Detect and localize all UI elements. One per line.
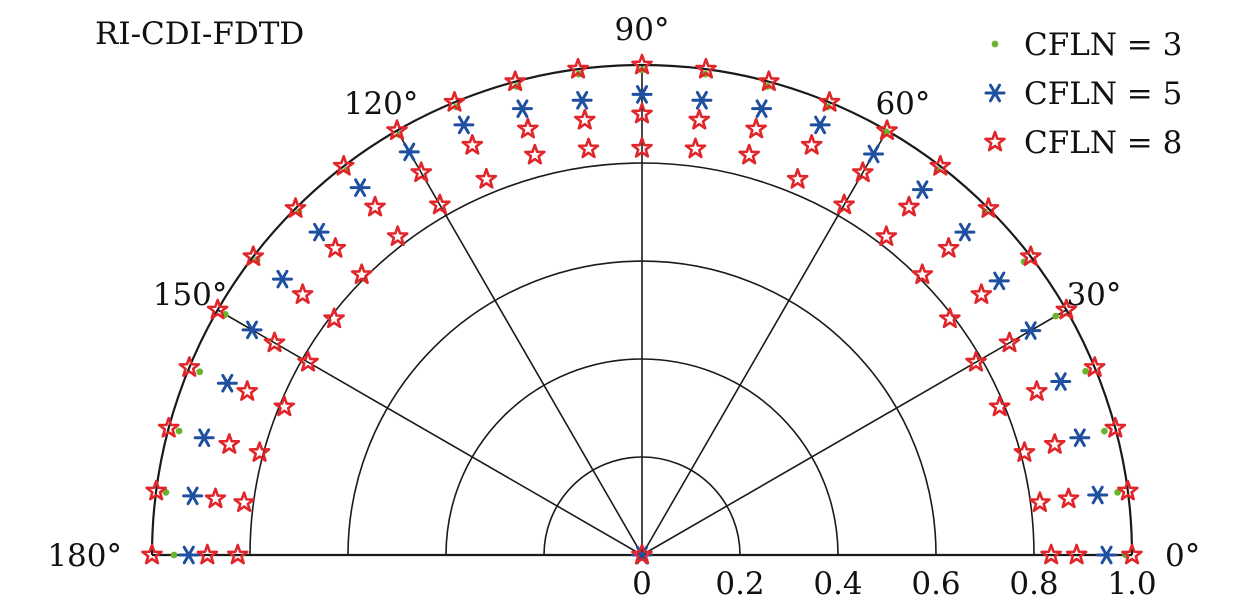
chart-title: RI-CDI-FDTD bbox=[95, 16, 304, 52]
r-tick-label: 0.8 bbox=[1009, 566, 1058, 602]
r-tick-label: 0 bbox=[632, 566, 652, 602]
data-point-asterisk bbox=[751, 99, 773, 118]
data-point-asterisk bbox=[193, 428, 215, 447]
data-point-star bbox=[911, 263, 934, 285]
data-point-dot bbox=[170, 551, 178, 559]
data-point-star bbox=[898, 195, 920, 217]
data-point-star bbox=[386, 225, 409, 247]
data-point-star bbox=[745, 117, 767, 139]
data-point-asterisk bbox=[216, 373, 238, 393]
data-point-star bbox=[875, 225, 898, 247]
r-tick-label: 1.0 bbox=[1107, 566, 1156, 602]
r-tick-label: 0.2 bbox=[715, 566, 764, 602]
legend: CFLN = 3 CFLN = 5 CFLN = 8 bbox=[984, 27, 1182, 161]
data-point-star bbox=[350, 263, 373, 285]
legend-marker-asterisk bbox=[984, 83, 1006, 103]
grid-spoke bbox=[217, 309, 643, 556]
data-point-star bbox=[524, 143, 546, 165]
grid-spoke bbox=[396, 130, 643, 556]
data-point-star bbox=[684, 137, 707, 159]
data-point-star bbox=[1029, 491, 1051, 513]
legend-entry-cfln-5: CFLN = 5 bbox=[984, 76, 1182, 112]
grid-spoke bbox=[641, 309, 1067, 556]
data-point-asterisk bbox=[453, 115, 475, 135]
data-point-star bbox=[998, 331, 1021, 353]
data-point-asterisk bbox=[1096, 545, 1118, 565]
data-point-star bbox=[475, 167, 498, 189]
data-point-dot bbox=[1101, 427, 1108, 435]
data-point-asterisk bbox=[182, 486, 204, 506]
data-point-asterisk bbox=[863, 144, 885, 164]
data-point-star bbox=[1043, 433, 1066, 454]
data-point-star bbox=[364, 195, 386, 217]
theta-tick-label: 120° bbox=[344, 86, 419, 122]
r-tick-label: 0.4 bbox=[813, 566, 862, 602]
theta-tick-label: 90° bbox=[615, 12, 670, 48]
data-point-star bbox=[577, 137, 600, 159]
data-point-star bbox=[263, 331, 286, 353]
data-point-asterisk bbox=[954, 222, 976, 242]
data-point-star bbox=[939, 307, 961, 329]
data-point-star bbox=[800, 134, 823, 155]
data-point-asterisk bbox=[911, 180, 933, 199]
data-point-star bbox=[937, 237, 960, 258]
theta-tick-label: 30° bbox=[1066, 277, 1121, 313]
data-point-star bbox=[573, 108, 596, 130]
theta-tick-label: 60° bbox=[875, 86, 930, 122]
legend-label: CFLN = 5 bbox=[1024, 76, 1182, 112]
r-tick-labels: 0 0.2 0.4 0.6 0.8 1.0 bbox=[632, 566, 1157, 602]
data-point-star bbox=[738, 143, 760, 165]
data-point-asterisk bbox=[511, 99, 533, 118]
data-point-star bbox=[323, 307, 345, 329]
data-point-asterisk bbox=[241, 320, 263, 340]
theta-tick-label: 150° bbox=[153, 277, 228, 313]
data-point-asterisk bbox=[178, 545, 200, 565]
legend-entry-cfln-8: CFLN = 8 bbox=[984, 125, 1182, 161]
data-point-star bbox=[461, 134, 484, 155]
data-point-asterisk bbox=[398, 142, 420, 162]
legend-label: CFLN = 8 bbox=[1024, 125, 1182, 161]
data-point-star bbox=[324, 237, 347, 258]
data-point-star bbox=[291, 283, 314, 304]
data-point-asterisk bbox=[1050, 372, 1072, 391]
data-point-star bbox=[218, 433, 241, 454]
legend-marker-star bbox=[984, 130, 1006, 152]
data-point-star bbox=[297, 350, 319, 372]
data-point-dot bbox=[196, 368, 204, 376]
grid-spoke bbox=[641, 130, 888, 556]
data-point-dot bbox=[1082, 367, 1090, 375]
legend-marker-dot bbox=[991, 40, 999, 48]
data-point-star bbox=[1057, 487, 1080, 509]
data-point-dot bbox=[175, 427, 183, 435]
data-point-asterisk bbox=[349, 178, 371, 197]
data-point-star bbox=[786, 167, 809, 189]
theta-tick-label: 180° bbox=[47, 538, 122, 574]
theta-tick-label: 0° bbox=[1165, 538, 1200, 574]
data-point-star bbox=[965, 350, 987, 372]
data-point-star bbox=[236, 380, 259, 401]
data-point-dot bbox=[1052, 312, 1060, 320]
data-point-asterisk bbox=[691, 90, 713, 110]
data-point-asterisk bbox=[1087, 485, 1109, 505]
theta-tick-labels: 0° 30° 60° 90° 120° 150° 180° bbox=[47, 12, 1200, 574]
data-point-asterisk bbox=[809, 115, 831, 135]
data-point-asterisk bbox=[571, 90, 593, 110]
r-tick-label: 0.6 bbox=[911, 566, 960, 602]
legend-label: CFLN = 3 bbox=[1024, 27, 1182, 63]
data-point-star bbox=[1025, 380, 1048, 401]
data-point-star bbox=[233, 491, 255, 513]
data-point-asterisk bbox=[1020, 321, 1042, 340]
data-point-star bbox=[970, 283, 993, 304]
legend-entry-cfln-3: CFLN = 3 bbox=[991, 27, 1182, 63]
data-point-star bbox=[517, 117, 539, 139]
data-point-star bbox=[688, 108, 711, 130]
data-point-asterisk bbox=[1069, 428, 1091, 447]
data-point-asterisk bbox=[988, 271, 1010, 291]
data-point-star bbox=[204, 487, 227, 509]
data-point-asterisk bbox=[308, 222, 330, 242]
data-point-asterisk bbox=[271, 269, 293, 289]
